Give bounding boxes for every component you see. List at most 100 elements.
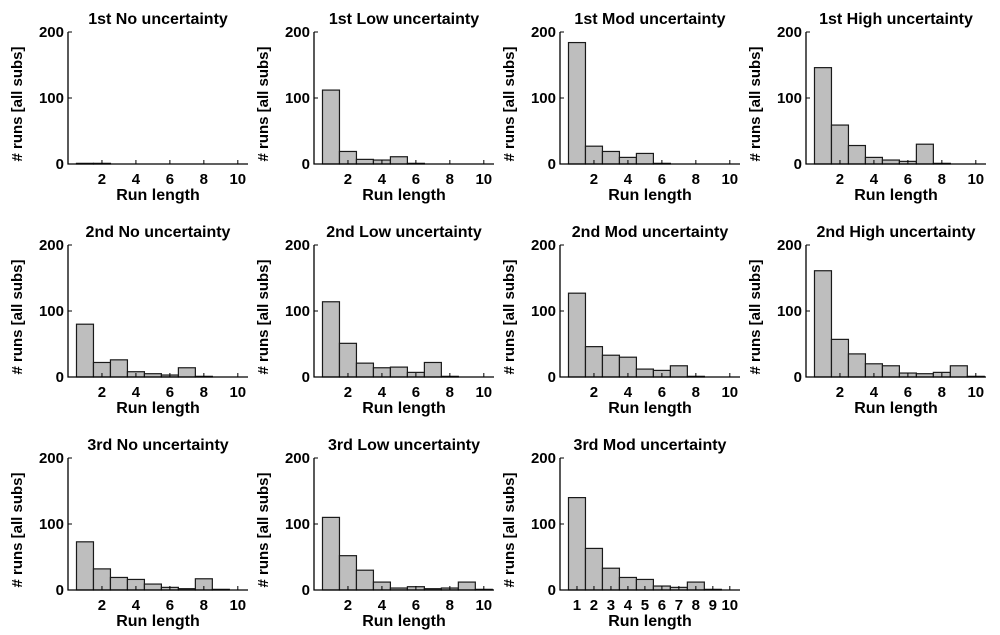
x-tick-label: 10 xyxy=(967,384,984,401)
histogram-bar xyxy=(567,292,587,378)
x-axis-label: Run length xyxy=(608,400,692,417)
histogram-bar xyxy=(321,516,341,591)
chart-title: 2nd Mod uncertainty xyxy=(572,224,729,241)
x-tick-label: 4 xyxy=(132,597,141,614)
chart-title: 2nd Low uncertainty xyxy=(326,224,482,241)
histogram-panel: 0 100 200 2 4 6 8 10 1st High uncertainty Run len… xyxy=(747,11,986,204)
y-tick-label: 200 xyxy=(777,237,802,254)
histogram-bar xyxy=(635,152,654,165)
x-tick-label: 10 xyxy=(967,171,984,188)
histogram-bar xyxy=(830,338,850,378)
y-tick-label: 100 xyxy=(777,90,802,107)
x-tick-label: 9 xyxy=(709,597,717,614)
histogram-bar xyxy=(355,362,375,378)
chart-title: 1st Mod uncertainty xyxy=(574,11,725,28)
y-tick-label: 100 xyxy=(285,303,310,320)
x-tick-label: 6 xyxy=(412,171,420,188)
x-tick-label: 2 xyxy=(590,384,598,401)
x-tick-label: 10 xyxy=(721,597,738,614)
histogram-panel: 0 100 200 2 4 6 8 10 3rd No uncertainty Run lengt… xyxy=(9,437,248,630)
chart-title: 1st Low uncertainty xyxy=(329,11,479,28)
x-tick-label: 10 xyxy=(721,171,738,188)
x-tick-label: 6 xyxy=(904,171,912,188)
x-tick-label: 8 xyxy=(692,597,700,614)
x-tick-label: 4 xyxy=(132,384,141,401)
histogram-panel: 0 100 200 2 4 6 8 10 1st Low uncertainty Run leng… xyxy=(255,11,494,204)
y-axis-label: # runs [all subs] xyxy=(255,472,272,587)
x-tick-label: 2 xyxy=(344,597,352,614)
y-tick-label: 200 xyxy=(285,24,310,41)
y-tick-label: 0 xyxy=(548,156,556,173)
x-axis-label: Run length xyxy=(116,187,200,204)
chart-title: 3rd Low uncertainty xyxy=(328,437,480,454)
x-tick-label: 6 xyxy=(904,384,912,401)
x-tick-label: 8 xyxy=(200,597,208,614)
histogram-bar xyxy=(355,569,375,591)
y-tick-label: 100 xyxy=(39,516,64,533)
x-tick-label: 10 xyxy=(721,384,738,401)
histogram-bar xyxy=(338,342,358,378)
histogram-panel: 0 100 200 1 2 3 4 5 6 7 8 9 10 3rd Mod uncertainty Run… xyxy=(501,437,740,630)
x-tick-label: 4 xyxy=(624,597,633,614)
x-tick-label: 10 xyxy=(229,597,246,614)
histogram-panel: 0 100 200 2 4 6 8 10 1st No uncertainty Run lengt… xyxy=(9,11,248,204)
x-tick-label: 8 xyxy=(200,171,208,188)
y-axis-label: # runs [all subs] xyxy=(9,259,26,374)
y-tick-label: 100 xyxy=(39,90,64,107)
chart-title: 2nd No uncertainty xyxy=(86,224,231,241)
x-tick-label: 4 xyxy=(378,171,387,188)
y-tick-label: 0 xyxy=(794,369,802,386)
histogram-bar xyxy=(601,150,621,165)
x-axis-label: Run length xyxy=(362,187,446,204)
histogram-panel: 0 100 200 2 4 6 8 10 2nd No uncertainty Run lengt… xyxy=(9,224,248,417)
y-axis-label: # runs [all subs] xyxy=(501,46,518,161)
x-tick-label: 2 xyxy=(98,171,106,188)
y-tick-label: 0 xyxy=(548,582,556,599)
x-tick-label: 7 xyxy=(675,597,683,614)
y-tick-label: 200 xyxy=(39,24,64,41)
histogram-bar xyxy=(109,576,129,591)
x-tick-label: 8 xyxy=(446,597,454,614)
x-tick-label: 4 xyxy=(132,171,141,188)
histogram-panel: 0 100 200 2 4 6 8 10 2nd Low uncertainty Run leng… xyxy=(255,224,494,417)
y-tick-label: 200 xyxy=(531,237,556,254)
y-tick-label: 0 xyxy=(56,156,64,173)
x-axis-label: Run length xyxy=(854,400,938,417)
chart-title: 1st High uncertainty xyxy=(819,11,973,28)
y-tick-label: 0 xyxy=(302,369,310,386)
x-tick-label: 2 xyxy=(98,384,106,401)
y-axis-label: # runs [all subs] xyxy=(9,46,26,161)
x-axis-label: Run length xyxy=(116,613,200,630)
x-tick-label: 4 xyxy=(378,597,387,614)
histogram-bar xyxy=(669,365,688,378)
x-axis-label: Run length xyxy=(362,613,446,630)
x-tick-label: 10 xyxy=(229,171,246,188)
histogram-bar xyxy=(457,581,476,591)
x-tick-label: 10 xyxy=(475,384,492,401)
histogram-bar xyxy=(177,367,196,378)
histogram-bar xyxy=(949,365,968,378)
y-tick-label: 200 xyxy=(531,24,556,41)
histogram-bar xyxy=(847,144,867,165)
y-tick-label: 100 xyxy=(531,90,556,107)
x-tick-label: 2 xyxy=(344,171,352,188)
x-tick-label: 10 xyxy=(475,597,492,614)
y-axis-label: # runs [all subs] xyxy=(9,472,26,587)
x-axis-label: Run length xyxy=(854,187,938,204)
x-tick-label: 5 xyxy=(641,597,649,614)
x-tick-label: 4 xyxy=(870,384,879,401)
x-tick-label: 6 xyxy=(166,171,174,188)
x-tick-label: 4 xyxy=(870,171,879,188)
y-tick-label: 200 xyxy=(777,24,802,41)
y-tick-label: 100 xyxy=(531,303,556,320)
y-tick-label: 0 xyxy=(302,582,310,599)
x-tick-label: 6 xyxy=(166,384,174,401)
x-tick-label: 10 xyxy=(229,384,246,401)
x-tick-label: 4 xyxy=(624,384,633,401)
histogram-bar xyxy=(584,547,604,591)
y-axis-label: # runs [all subs] xyxy=(747,259,764,374)
y-axis-label: # runs [all subs] xyxy=(501,472,518,587)
x-tick-label: 10 xyxy=(475,171,492,188)
y-tick-label: 200 xyxy=(531,450,556,467)
histogram-panel: 0 100 200 2 4 6 8 10 2nd Mod uncertainty Run leng… xyxy=(501,224,740,417)
